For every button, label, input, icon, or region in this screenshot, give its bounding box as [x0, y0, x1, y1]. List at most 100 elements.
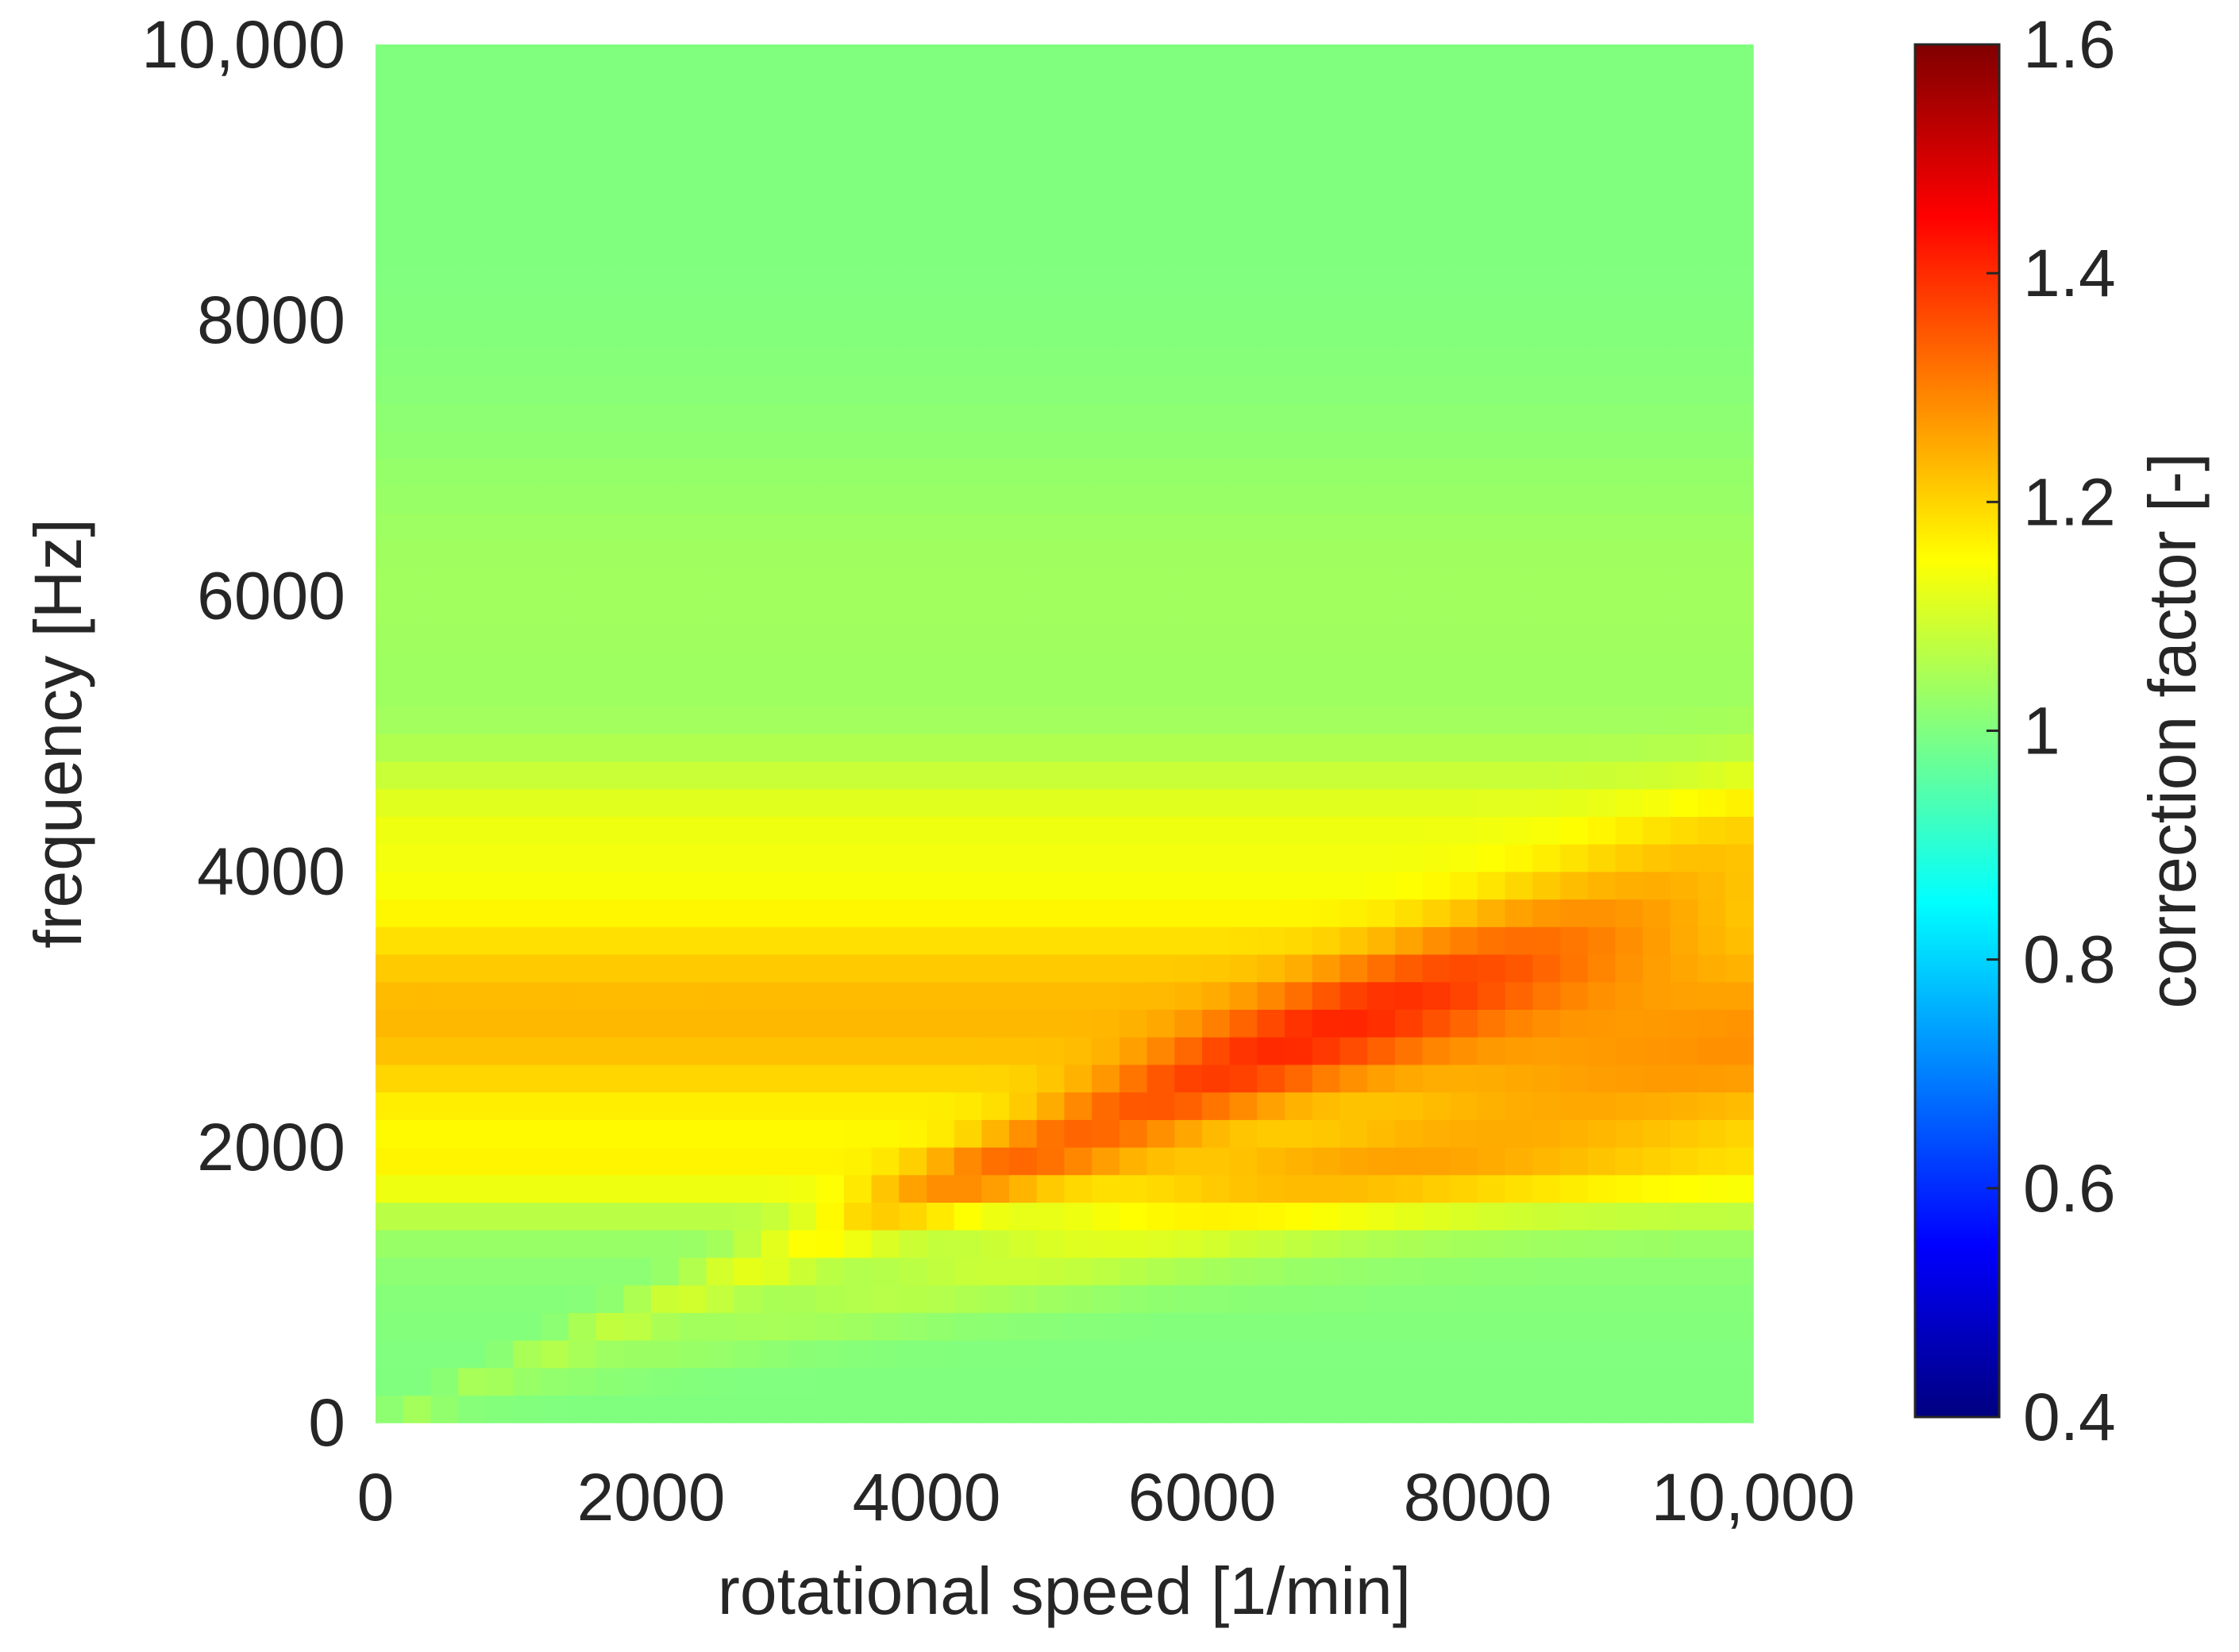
- heatmap-cell: [734, 154, 762, 183]
- heatmap-cell: [403, 320, 432, 348]
- heatmap-cell: [1670, 871, 1699, 900]
- heatmap-cell: [1009, 237, 1038, 266]
- heatmap-cell: [1312, 1092, 1341, 1120]
- heatmap-cell: [513, 1339, 541, 1369]
- heatmap-cell: [788, 320, 817, 348]
- heatmap-cell: [1119, 402, 1148, 431]
- heatmap-cell: [568, 182, 597, 211]
- heatmap-cell: [734, 1284, 762, 1313]
- heatmap-cell: [1698, 568, 1727, 597]
- heatmap-cell: [1174, 1395, 1203, 1423]
- heatmap-cell: [1229, 154, 1258, 183]
- heatmap-cell: [1478, 1092, 1506, 1120]
- heatmap-cell: [1312, 1229, 1341, 1258]
- heatmap-cell: [403, 650, 432, 680]
- heatmap-cell: [1698, 1174, 1727, 1203]
- heatmap-cell: [1009, 1395, 1038, 1423]
- heatmap-cell: [927, 99, 955, 128]
- heatmap-cell: [899, 71, 927, 101]
- heatmap-cell: [595, 1119, 625, 1148]
- heatmap-cell: [788, 1036, 817, 1065]
- heatmap-cell: [376, 430, 404, 459]
- heatmap-cell: [458, 734, 487, 762]
- heatmap-cell: [954, 1174, 983, 1203]
- heatmap-cell: [1312, 264, 1341, 294]
- heatmap-cell: [1229, 1174, 1258, 1203]
- heatmap-cell: [927, 127, 955, 156]
- heatmap-cell: [485, 1339, 514, 1369]
- heatmap-cell: [376, 678, 404, 707]
- heatmap-cell: [706, 540, 734, 569]
- heatmap-cell: [981, 1312, 1010, 1341]
- heatmap-cell: [1146, 1257, 1176, 1286]
- heatmap-cell: [1560, 650, 1589, 680]
- heatmap-cell: [1285, 210, 1313, 238]
- heatmap-cell: [1615, 71, 1644, 101]
- heatmap-cell: [513, 1312, 541, 1341]
- heatmap-cell: [899, 457, 927, 487]
- heatmap-cell: [541, 678, 569, 707]
- heatmap-cell: [1394, 734, 1424, 762]
- heatmap-cell: [595, 981, 625, 1010]
- heatmap-cell: [1643, 981, 1671, 1010]
- heatmap-cell: [651, 430, 680, 459]
- heatmap-cell: [761, 734, 790, 762]
- heatmap-cell: [954, 595, 983, 624]
- heatmap-cell: [734, 981, 762, 1010]
- heatmap-cell: [1257, 816, 1285, 845]
- heatmap-cell: [1312, 71, 1341, 101]
- heatmap-cell: [1009, 1119, 1038, 1148]
- heatmap-cell: [843, 237, 873, 266]
- heatmap-cell: [788, 981, 817, 1010]
- heatmap-cell: [954, 485, 983, 514]
- heatmap-cell: [1587, 1092, 1617, 1120]
- heatmap-cell: [788, 843, 817, 872]
- heatmap-cell: [1229, 402, 1258, 431]
- heatmap-cell: [1119, 1312, 1148, 1341]
- heatmap-cell: [1174, 1257, 1203, 1286]
- heatmap-cell: [1560, 734, 1589, 762]
- heatmap-cell: [1478, 1174, 1506, 1203]
- heatmap-cell: [1312, 292, 1341, 321]
- heatmap-cell: [1698, 71, 1727, 101]
- heatmap-cell: [1339, 981, 1368, 1010]
- heatmap-cell: [1174, 926, 1203, 955]
- heatmap-cell: [1009, 734, 1038, 762]
- heatmap-cell: [1146, 1284, 1176, 1313]
- heatmap-cell: [1202, 154, 1231, 183]
- heatmap-cell: [1478, 1312, 1506, 1341]
- heatmap-cell: [981, 1229, 1010, 1258]
- heatmap-cell: [1587, 210, 1617, 238]
- heatmap-cell: [458, 788, 487, 817]
- heatmap-cell: [1505, 1119, 1534, 1148]
- heatmap-cell: [954, 513, 983, 541]
- heatmap-cell: [871, 650, 900, 680]
- heatmap-cell: [1092, 457, 1120, 487]
- heatmap-cell: [568, 1284, 597, 1313]
- heatmap-cell: [1119, 513, 1148, 541]
- heatmap-cell: [734, 1395, 762, 1423]
- heatmap-cell: [899, 595, 927, 624]
- heatmap-cell: [1257, 1339, 1285, 1369]
- heatmap-cell: [1725, 71, 1754, 101]
- heatmap-cell: [1119, 788, 1148, 817]
- heatmap-cell: [651, 485, 680, 514]
- heatmap-cell: [541, 595, 569, 624]
- heatmap-cell: [651, 595, 680, 624]
- heatmap-cell: [595, 1312, 625, 1341]
- heatmap-cell: [458, 678, 487, 707]
- heatmap-cell: [816, 953, 845, 983]
- heatmap-cell: [1725, 320, 1754, 348]
- heatmap-cell: [761, 926, 790, 955]
- heatmap-cell: [1450, 816, 1478, 845]
- heatmap-cell: [1312, 402, 1341, 431]
- heatmap-cell: [513, 375, 541, 404]
- heatmap-cell: [734, 485, 762, 514]
- heatmap-cell: [1615, 734, 1644, 762]
- heatmap-cell: [458, 540, 487, 569]
- heatmap-cell: [1367, 816, 1396, 845]
- heatmap-cell: [1285, 595, 1313, 624]
- heatmap-cell: [734, 320, 762, 348]
- heatmap-cell: [871, 1009, 900, 1038]
- heatmap-cell: [1285, 182, 1313, 211]
